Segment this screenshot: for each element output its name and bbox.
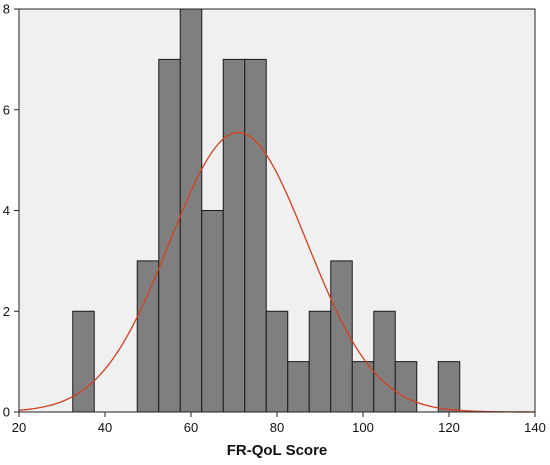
histogram-bar xyxy=(287,361,310,413)
histogram-bar xyxy=(351,361,375,413)
histogram-bar xyxy=(222,58,246,413)
x-tick-label: 120 xyxy=(438,420,460,435)
y-ticks-group: 0 2 4 6 8 xyxy=(3,2,19,420)
x-tick-label: 20 xyxy=(12,420,26,435)
histogram-bar xyxy=(72,310,95,413)
y-tick-label: 2 xyxy=(3,304,10,319)
histogram-bar xyxy=(244,58,267,413)
y-tick-label: 0 xyxy=(3,405,10,420)
x-tick-label: 80 xyxy=(270,420,284,435)
histogram-bar xyxy=(179,8,203,413)
histogram-bar xyxy=(265,310,289,413)
histogram-bar xyxy=(136,260,160,413)
x-tick-label: 40 xyxy=(98,420,112,435)
histogram-bar xyxy=(394,361,418,413)
histogram-bar xyxy=(308,310,332,413)
x-tick-label: 140 xyxy=(524,420,546,435)
normal-curve xyxy=(18,131,535,413)
histogram-bar xyxy=(373,310,396,413)
x-tick-label: 60 xyxy=(184,420,198,435)
histogram-bar xyxy=(437,361,461,413)
y-tick-label: 4 xyxy=(3,203,10,218)
histogram-bar xyxy=(158,58,181,413)
x-ticks-group: 20 40 60 80 100 120 140 xyxy=(12,412,546,435)
x-tick-label: 100 xyxy=(352,420,374,435)
y-tick-label: 8 xyxy=(3,2,10,17)
y-tick-label: 6 xyxy=(3,102,10,117)
x-axis-title: FR-QoL Score xyxy=(227,442,328,459)
histogram-bar xyxy=(201,210,224,413)
